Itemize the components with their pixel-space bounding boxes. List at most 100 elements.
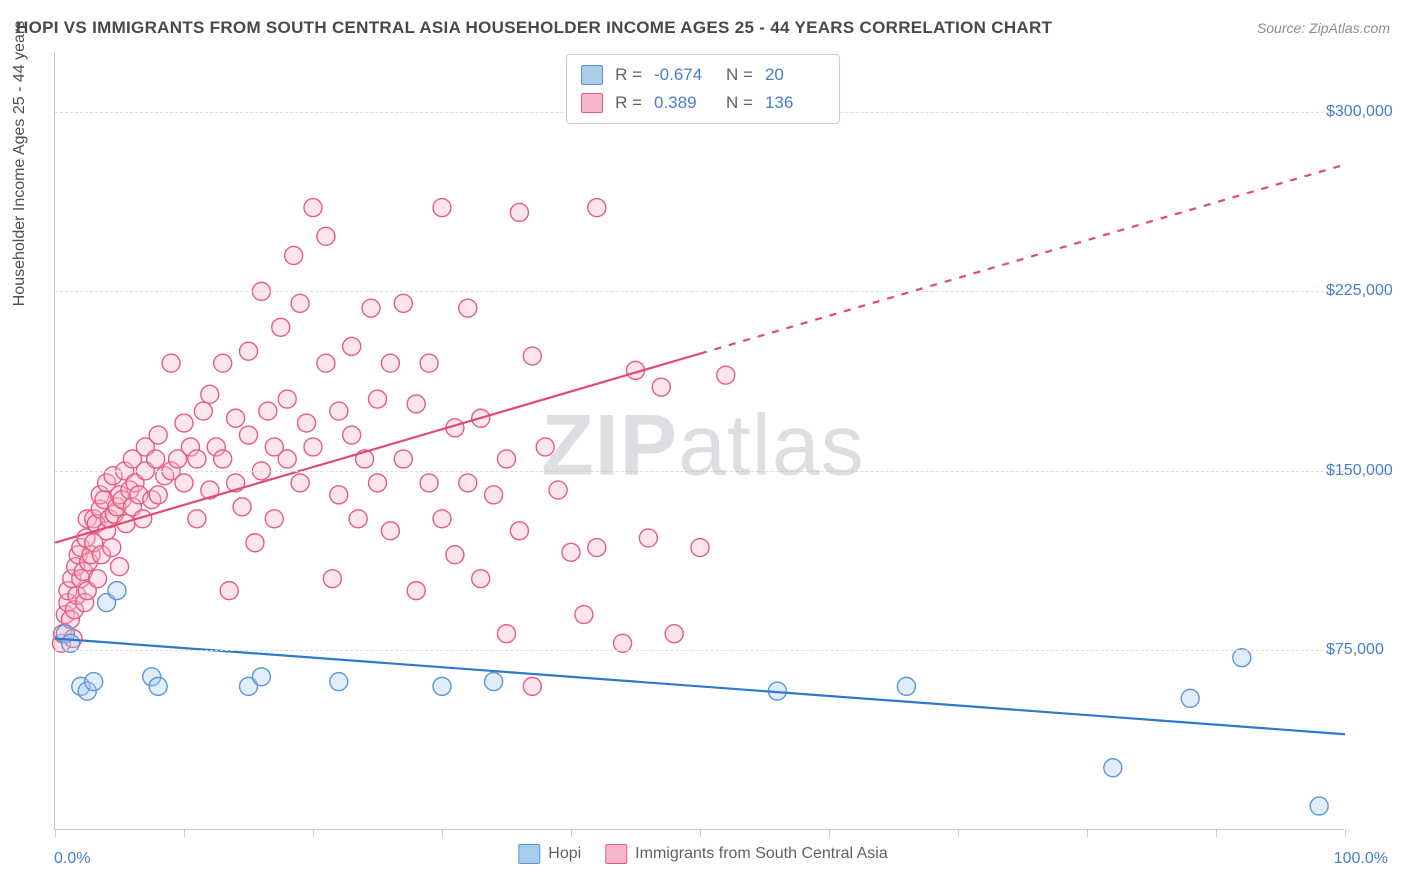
immigrants-point xyxy=(407,395,425,413)
immigrants-point xyxy=(343,426,361,444)
immigrants-point xyxy=(304,199,322,217)
x-tick xyxy=(313,829,314,837)
x-tick xyxy=(1216,829,1217,837)
immigrants-point xyxy=(510,522,528,540)
immigrants-point xyxy=(652,378,670,396)
immigrants-point xyxy=(381,354,399,372)
chart-header: HOPI VS IMMIGRANTS FROM SOUTH CENTRAL AS… xyxy=(16,18,1390,38)
y-tick-label: $75,000 xyxy=(1326,641,1406,659)
immigrants-point xyxy=(149,426,167,444)
y-tick-label: $225,000 xyxy=(1326,282,1406,300)
immigrants-point xyxy=(549,481,567,499)
immigrants-point xyxy=(420,354,438,372)
x-tick xyxy=(1087,829,1088,837)
stats-N-label: N = xyxy=(726,61,753,89)
hopi-point xyxy=(330,673,348,691)
legend-item-immigrants: Immigrants from South Central Asia xyxy=(605,844,888,864)
immigrants-point xyxy=(433,510,451,528)
immigrants-point xyxy=(639,529,657,547)
stats-R-label: R = xyxy=(615,61,642,89)
immigrants-point xyxy=(343,337,361,355)
chart-svg xyxy=(55,52,1344,829)
x-tick xyxy=(700,829,701,837)
immigrants-point xyxy=(220,582,238,600)
stats-box: R = -0.674 N = 20 R = 0.389 N = 136 xyxy=(566,54,840,124)
immigrants-point xyxy=(523,347,541,365)
immigrants-point xyxy=(175,414,193,432)
hopi-point xyxy=(485,673,503,691)
x-tick xyxy=(442,829,443,837)
immigrants-point xyxy=(103,539,121,557)
x-tick xyxy=(829,829,830,837)
x-tick xyxy=(1345,829,1346,837)
immigrants-point xyxy=(691,539,709,557)
hopi-point xyxy=(252,668,270,686)
immigrants-point xyxy=(304,438,322,456)
immigrants-point xyxy=(575,606,593,624)
immigrants-point xyxy=(407,582,425,600)
stats-swatch xyxy=(581,65,603,85)
immigrants-point xyxy=(298,414,316,432)
chart-plot-area: $75,000$150,000$225,000$300,000 xyxy=(54,52,1344,830)
legend-swatch xyxy=(518,844,540,864)
immigrants-point xyxy=(278,450,296,468)
immigrants-point xyxy=(214,450,232,468)
immigrants-point xyxy=(510,203,528,221)
stats-row-hopi: R = -0.674 N = 20 xyxy=(581,61,825,89)
x-tick xyxy=(958,829,959,837)
stats-R-value: -0.674 xyxy=(654,61,714,89)
immigrants-point xyxy=(240,426,258,444)
immigrants-point xyxy=(259,402,277,420)
x-tick xyxy=(571,829,572,837)
immigrants-point xyxy=(175,474,193,492)
immigrants-point xyxy=(349,510,367,528)
immigrants-point xyxy=(420,474,438,492)
stats-N-value: 136 xyxy=(765,89,825,117)
immigrants-point xyxy=(588,539,606,557)
immigrants-point xyxy=(485,486,503,504)
immigrants-point xyxy=(285,246,303,264)
grid-line xyxy=(55,291,1344,292)
stats-R-label: R = xyxy=(615,89,642,117)
immigrants-point xyxy=(317,227,335,245)
immigrants-point xyxy=(523,677,541,695)
immigrants-point xyxy=(588,199,606,217)
stats-N-label: N = xyxy=(726,89,753,117)
hopi-point xyxy=(433,677,451,695)
immigrants-point xyxy=(472,570,490,588)
immigrants-point xyxy=(562,543,580,561)
immigrants-point xyxy=(317,354,335,372)
immigrants-point xyxy=(240,342,258,360)
chart-source: Source: ZipAtlas.com xyxy=(1257,20,1390,36)
immigrants-point xyxy=(214,354,232,372)
immigrants-point xyxy=(459,474,477,492)
stats-R-value: 0.389 xyxy=(654,89,714,117)
immigrants-point xyxy=(381,522,399,540)
stats-swatch xyxy=(581,93,603,113)
immigrants-point xyxy=(330,402,348,420)
hopi-point xyxy=(149,677,167,695)
chart-title: HOPI VS IMMIGRANTS FROM SOUTH CENTRAL AS… xyxy=(16,18,1052,38)
x-tick xyxy=(184,829,185,837)
grid-line xyxy=(55,471,1344,472)
immigrants-point xyxy=(272,318,290,336)
y-tick-label: $150,000 xyxy=(1326,462,1406,480)
x-axis-min-label: 0.0% xyxy=(54,850,90,868)
immigrants-point xyxy=(233,498,251,516)
immigrants-trend-line-dashed xyxy=(700,165,1345,354)
x-tick xyxy=(55,829,56,837)
y-tick-label: $300,000 xyxy=(1326,103,1406,121)
immigrants-point xyxy=(498,625,516,643)
grid-line xyxy=(55,650,1344,651)
stats-N-value: 20 xyxy=(765,61,825,89)
y-axis-title: Householder Income Ages 25 - 44 years xyxy=(11,21,29,307)
immigrants-point xyxy=(665,625,683,643)
immigrants-point xyxy=(369,390,387,408)
immigrants-point xyxy=(433,199,451,217)
immigrants-point xyxy=(188,510,206,528)
hopi-point xyxy=(1310,797,1328,815)
immigrants-point xyxy=(149,486,167,504)
immigrants-point xyxy=(291,294,309,312)
immigrants-point xyxy=(362,299,380,317)
immigrants-point xyxy=(459,299,477,317)
